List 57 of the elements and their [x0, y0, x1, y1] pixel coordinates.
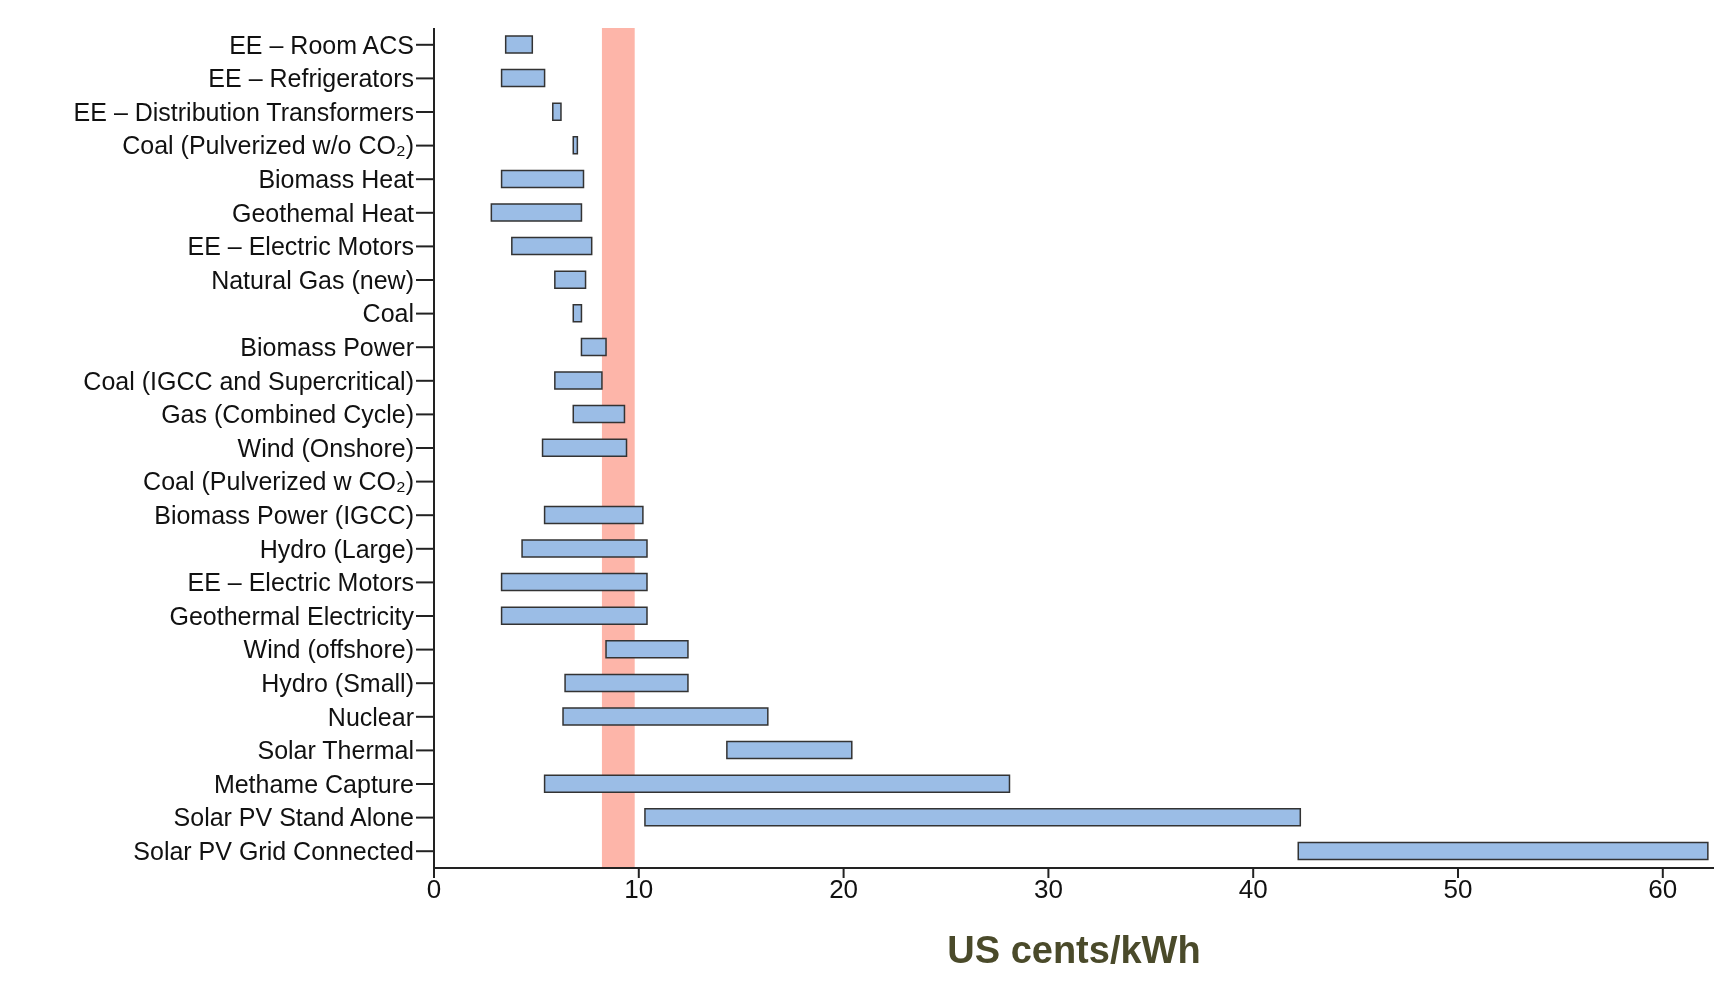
- x-axis-title: US cents/kWh: [947, 929, 1201, 971]
- bar: [511, 236, 593, 256]
- bar: [554, 270, 587, 289]
- y-tick-label: Coal: [362, 299, 414, 328]
- y-tick-label: Geothemal Heat: [231, 198, 415, 227]
- x-tick-label: 30: [1033, 874, 1063, 905]
- bar: [564, 673, 689, 693]
- y-tick-label: Coal (Pulverized w CO₂): [143, 467, 414, 496]
- y-tick-label: Hydro (Large): [259, 534, 414, 563]
- y-tick-label: Hydro (Small): [261, 669, 414, 698]
- bar: [543, 774, 1011, 793]
- y-tick-label: Solar PV Stand Alone: [173, 803, 414, 832]
- bar: [605, 640, 689, 659]
- y-tick-label: EE – Electric Motors: [187, 568, 414, 597]
- y-tick-label: Nuclear: [327, 702, 414, 731]
- x-tick-label: 50: [1443, 874, 1473, 905]
- bar: [521, 539, 648, 558]
- y-tick-label: EE – Refrigerators: [208, 64, 414, 93]
- bar: [572, 404, 626, 424]
- bar: [504, 35, 534, 54]
- bar: [1297, 841, 1709, 861]
- bar: [552, 102, 562, 121]
- y-tick-label: Wind (Onshore): [237, 433, 414, 462]
- y-tick-label: Natural Gas (new): [211, 265, 414, 294]
- bar: [500, 606, 648, 625]
- x-tick-label: 20: [829, 874, 859, 905]
- y-tick-label: Biomass Heat: [258, 165, 415, 194]
- bar: [572, 136, 579, 155]
- bar: [554, 371, 603, 390]
- y-tick-label: Coal (IGCC and Supercritical): [83, 366, 414, 395]
- bar: [500, 169, 585, 189]
- y-tick-label: Solar PV Grid Connected: [133, 837, 414, 866]
- y-tick-label: Gas (Combined Cycle): [161, 400, 414, 429]
- x-tick-label: 40: [1238, 874, 1268, 905]
- bar: [726, 740, 853, 760]
- x-tick-label: 60: [1648, 874, 1678, 905]
- bar: [644, 808, 1302, 827]
- y-tick-label: Geothermal Electricity: [169, 601, 415, 630]
- bar: [580, 337, 607, 357]
- y-tick-label: EE – Distribution Transformers: [73, 97, 414, 126]
- y-tick-label: Biomass Power: [240, 333, 414, 362]
- bar: [543, 505, 644, 525]
- y-tick-label: Biomass Power (IGCC): [154, 501, 414, 530]
- bar: [490, 203, 583, 222]
- x-tick-label: 0: [426, 874, 442, 905]
- bar: [572, 304, 583, 323]
- y-tick-label: Wind (offshore): [243, 635, 414, 664]
- y-tick-label: EE – Electric Motors: [187, 232, 414, 261]
- bar: [500, 68, 546, 88]
- bar: [562, 707, 769, 726]
- bar: [500, 572, 648, 592]
- x-tick-label: 10: [624, 874, 654, 905]
- y-tick-label: Coal (Pulverized w/o CO₂): [122, 131, 414, 160]
- bar: [541, 438, 628, 457]
- y-tick-label: Solar Thermal: [257, 736, 414, 765]
- y-tick-label: EE – Room ACS: [229, 30, 414, 59]
- y-tick-label: Methame Capture: [213, 769, 414, 798]
